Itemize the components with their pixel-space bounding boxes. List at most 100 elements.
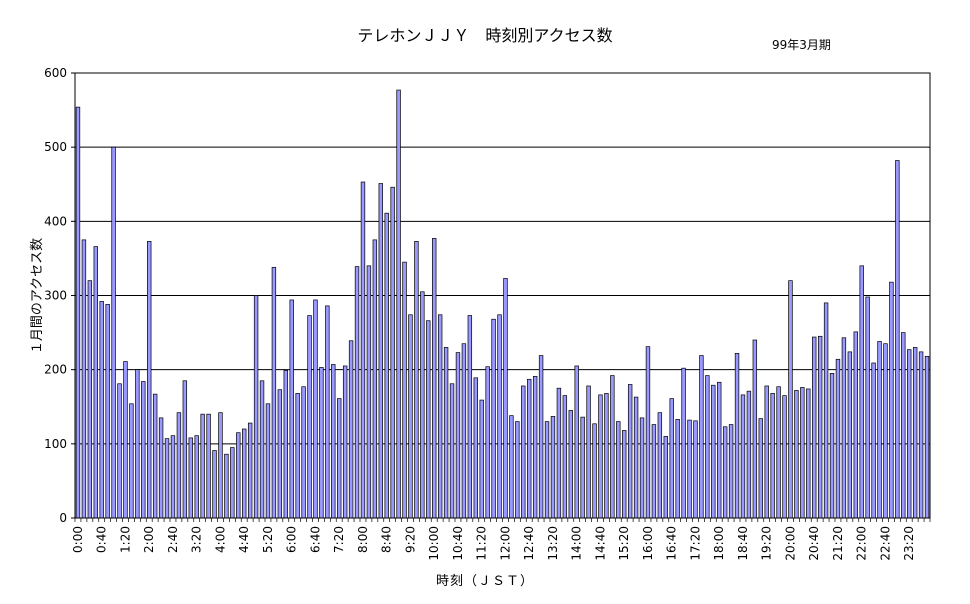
bar — [301, 386, 306, 519]
bar — [129, 403, 134, 519]
x-tick-label: 16:40 — [665, 526, 679, 561]
bar — [889, 281, 894, 519]
x-tick-label: 17:20 — [688, 526, 702, 561]
bar — [907, 349, 912, 519]
bar — [378, 183, 383, 519]
bar — [396, 89, 401, 519]
bar — [580, 416, 585, 519]
x-tick-label: 22:00 — [855, 526, 869, 561]
x-tick-label: 18:40 — [736, 526, 750, 561]
bar — [331, 364, 336, 519]
y-tick-label: 600 — [44, 66, 67, 80]
x-tick-label: 6:40 — [308, 526, 322, 553]
bar — [230, 447, 235, 519]
bar — [865, 296, 870, 519]
bar — [390, 186, 395, 519]
bar — [123, 361, 128, 519]
bar — [188, 437, 193, 519]
bar — [550, 416, 556, 519]
bar — [770, 393, 775, 519]
y-tick-label: 500 — [44, 140, 67, 154]
bar — [544, 421, 550, 519]
bar — [366, 265, 372, 519]
bar — [758, 418, 763, 519]
bar — [337, 398, 342, 519]
bar — [705, 375, 710, 519]
bar — [800, 387, 805, 519]
bar — [918, 351, 924, 519]
bar — [622, 430, 627, 519]
bar — [841, 337, 847, 519]
bar — [610, 375, 615, 519]
bar — [722, 426, 728, 519]
y-tick-label: 300 — [44, 289, 67, 303]
bar — [348, 340, 354, 519]
bar — [81, 239, 87, 519]
bar — [236, 432, 241, 519]
bar — [408, 314, 413, 519]
bar — [657, 412, 663, 519]
x-tick-label: 14:40 — [593, 526, 607, 561]
bar — [325, 305, 330, 519]
bar — [651, 424, 657, 519]
x-tick-label: 3:20 — [190, 526, 204, 553]
bar — [212, 450, 217, 519]
x-tick-label: 8:00 — [356, 526, 370, 553]
bar — [319, 367, 324, 519]
bar — [835, 358, 841, 519]
bar — [782, 395, 787, 519]
bar — [788, 280, 793, 519]
bar — [901, 332, 906, 519]
bar — [313, 299, 318, 519]
x-tick-label: 5:20 — [261, 526, 275, 553]
bar — [521, 385, 526, 519]
bar — [586, 385, 591, 519]
bar — [253, 295, 259, 519]
bar — [384, 212, 389, 519]
x-tick-label: 1:20 — [118, 526, 132, 553]
bar — [437, 314, 443, 519]
bar — [218, 412, 223, 519]
x-tick-label: 20:00 — [783, 526, 797, 561]
bar — [752, 339, 758, 519]
bar — [633, 396, 639, 519]
x-tick-label: 21:20 — [831, 526, 845, 561]
bar — [877, 341, 882, 519]
bar — [147, 241, 152, 519]
bar — [455, 352, 461, 519]
bar — [242, 428, 247, 519]
x-tick-label: 4:40 — [237, 526, 251, 553]
x-tick-label: 8:40 — [380, 526, 394, 553]
bar — [206, 413, 211, 519]
x-tick-label: 12:00 — [498, 526, 512, 561]
x-tick-label: 23:20 — [902, 526, 916, 561]
x-tick-label: 16:00 — [641, 526, 655, 561]
bar — [538, 355, 544, 519]
bar — [87, 280, 93, 519]
x-tick-label: 6:00 — [285, 526, 299, 553]
bar — [776, 386, 781, 519]
bar — [491, 318, 496, 519]
bar — [117, 383, 122, 519]
bar — [711, 384, 716, 519]
bar — [141, 381, 146, 519]
bar — [639, 417, 645, 519]
bar — [853, 331, 858, 519]
bar — [164, 438, 170, 519]
bar — [829, 373, 835, 519]
x-tick-label: 18:00 — [712, 526, 726, 561]
bar — [675, 419, 680, 519]
bar — [509, 415, 514, 519]
bar — [669, 398, 674, 519]
y-tick-label: 400 — [44, 214, 67, 228]
bar — [663, 436, 668, 519]
bar — [699, 355, 704, 519]
bar — [426, 320, 431, 519]
bar — [247, 422, 253, 519]
x-tick-label: 2:40 — [166, 526, 180, 553]
bar — [592, 423, 597, 519]
bar — [616, 421, 621, 519]
bar — [515, 421, 520, 519]
bar — [687, 419, 692, 519]
